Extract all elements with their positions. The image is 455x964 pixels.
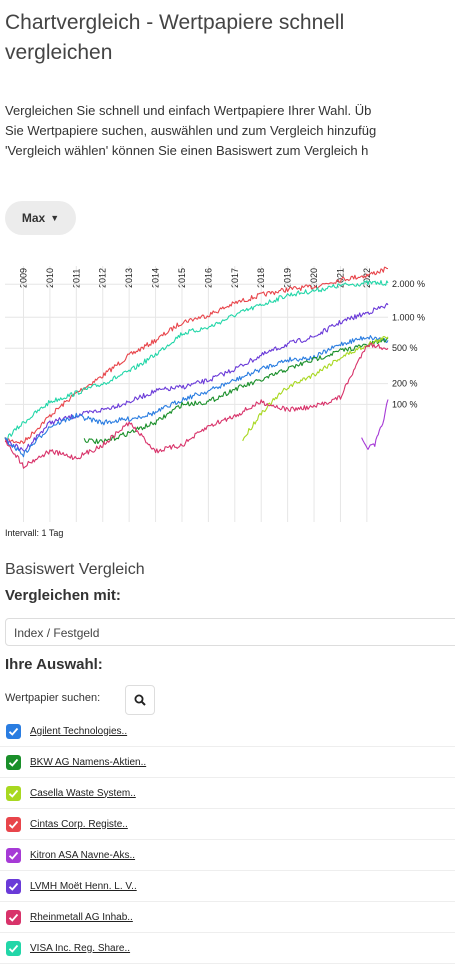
x-tick-label: 2018	[256, 268, 266, 288]
x-tick-label: 2020	[309, 268, 319, 288]
security-link[interactable]: Rheinmetall AG Inhab..	[30, 911, 133, 923]
intro-line: 'Vergleich wählen' können Sie einen Basi…	[5, 143, 369, 158]
search-button[interactable]	[125, 685, 155, 715]
y-tick-label: 500 %	[392, 343, 418, 353]
x-tick-label: 2019	[283, 268, 293, 288]
checkbox-checked-icon[interactable]	[6, 785, 21, 801]
search-label: Wertpapier suchen:	[5, 692, 101, 704]
security-link[interactable]: Kitron ASA Navne-Aks..	[30, 849, 136, 861]
chevron-down-icon: ▼	[50, 213, 60, 223]
checkbox-checked-icon[interactable]	[6, 909, 21, 925]
x-tick-label: 2016	[203, 268, 213, 288]
compare-select[interactable]: Index / Festgeld	[5, 618, 455, 646]
x-tick-label: 2014	[151, 268, 161, 288]
security-link[interactable]: BKW AG Namens-Aktien..	[30, 756, 147, 768]
series-line	[5, 302, 389, 452]
y-tick-label: 2.000 %	[392, 279, 425, 289]
series-line	[4, 342, 389, 469]
interval-label: Intervall: 1 Tag	[5, 528, 64, 538]
intro-line: Vergleichen Sie schnell und einfach Wert…	[5, 103, 372, 118]
list-item[interactable]: Casella Waste System..	[0, 778, 455, 809]
x-tick-label: 2015	[177, 268, 187, 288]
security-link[interactable]: Casella Waste System..	[30, 787, 136, 799]
list-item[interactable]: BKW AG Namens-Aktien..	[0, 747, 455, 778]
search-icon	[134, 694, 146, 706]
list-item[interactable]: VISA Inc. Reg. Share..	[0, 933, 455, 964]
y-tick-label: 200 %	[392, 379, 418, 389]
intro-line: Sie Wertpapiere suchen, auswählen und zu…	[5, 123, 377, 138]
comparison-chart: 2009 2010 2011 2012 2013 2014 2015 2016 2017 2018…	[4, 266, 425, 522]
y-tick-label: 1.000 %	[392, 312, 425, 322]
series-line	[4, 266, 389, 445]
x-tick-label: 2021	[335, 268, 345, 288]
checkbox-checked-icon[interactable]	[6, 847, 21, 863]
y-tick-label: 100 %	[392, 399, 418, 409]
x-tick-label: 2013	[124, 268, 134, 288]
page-title: Chartvergleich - Wertpapiere schnell ver…	[5, 11, 345, 64]
x-tick-label: 2009	[18, 268, 28, 288]
checkbox-checked-icon[interactable]	[6, 816, 21, 832]
list-item[interactable]: Agilent Technologies..	[0, 716, 455, 747]
x-tick-label: 2012	[98, 268, 108, 288]
security-link[interactable]: LVMH Moët Henn. L. V..	[30, 880, 137, 892]
security-link[interactable]: Agilent Technologies..	[30, 725, 128, 737]
list-item[interactable]: Cintas Corp. Registe..	[0, 809, 455, 840]
x-tick-label: 2011	[71, 269, 81, 288]
series-line	[242, 335, 389, 442]
security-link[interactable]: Cintas Corp. Registe..	[30, 818, 128, 830]
checkbox-checked-icon[interactable]	[6, 940, 21, 956]
series-line	[83, 337, 389, 445]
series-line	[361, 399, 389, 450]
list-item[interactable]: LVMH Moët Henn. L. V..	[0, 871, 455, 902]
checkbox-checked-icon[interactable]	[6, 754, 21, 770]
compare-with-label: Vergleichen mit:	[5, 587, 121, 604]
x-tick-label: 2022	[362, 268, 372, 288]
x-tick-label: 2010	[45, 268, 55, 288]
series-line	[4, 335, 389, 458]
range-dropdown-label: Max	[21, 211, 46, 225]
security-link[interactable]: VISA Inc. Reg. Share..	[30, 942, 131, 954]
list-item[interactable]: Kitron ASA Navne-Aks..	[0, 840, 455, 871]
series-line	[4, 280, 389, 441]
selection-heading: Ihre Auswahl:	[5, 656, 103, 673]
intro-text: Vergleichen Sie schnell und einfach Wert…	[5, 101, 455, 161]
checkbox-checked-icon[interactable]	[6, 878, 21, 894]
checkbox-checked-icon[interactable]	[6, 723, 21, 739]
selection-list: Agilent Technologies.. BKW AG Namens-Akti…	[0, 716, 455, 964]
x-tick-label: 2017	[230, 268, 240, 288]
list-item[interactable]: Rheinmetall AG Inhab..	[0, 902, 455, 933]
basis-heading: Basiswert Vergleich	[5, 561, 145, 578]
range-dropdown-button[interactable]: Max ▼	[5, 201, 76, 235]
